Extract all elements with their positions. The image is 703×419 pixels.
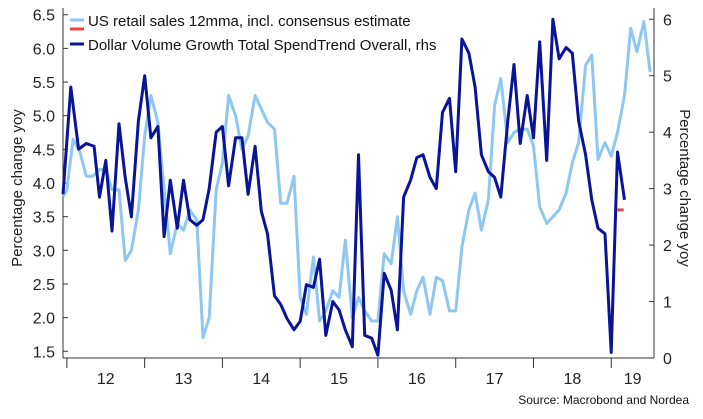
source-note: Source: Macrobond and Nordea xyxy=(518,393,689,407)
y-right-tick-label: 6 xyxy=(663,12,672,29)
y-left-tick-label: 1.5 xyxy=(33,344,55,361)
y-left-tick-label: 2.5 xyxy=(33,277,55,294)
legend: US retail sales 12mma, incl. consensus e… xyxy=(70,13,437,54)
x-tick-label: 14 xyxy=(252,371,270,388)
y-left-tick-label: 6.5 xyxy=(33,8,55,25)
axis-layer: 6.5 6.0 5.5 5.0 4.5 4.0 3.5 3.0 2.5 2.0 1.5 6 5 4 3 2 1 0… xyxy=(33,8,672,388)
legend-label-retail: US retail sales 12mma, incl. consensus e… xyxy=(88,13,411,30)
x-tick-label: 13 xyxy=(175,371,193,388)
legend-label-spend: Dollar Volume Growth Total SpendTrend Ov… xyxy=(88,37,437,54)
y-right-tick-label: 2 xyxy=(663,238,672,255)
y-left-tick-label: 5.0 xyxy=(33,109,55,126)
x-tick-label: 12 xyxy=(97,371,115,388)
y-left-tick-label: 5.5 xyxy=(33,75,55,92)
y-left-tick-label: 3.5 xyxy=(33,210,55,227)
y-left-tick-label: 2.0 xyxy=(33,311,55,328)
y-left-tick-label: 4.0 xyxy=(33,176,55,193)
y-left-axis-label: Percentage change yoy xyxy=(9,109,26,267)
x-tick-label: 18 xyxy=(563,371,581,388)
y-left-tick-label: 3.0 xyxy=(33,243,55,260)
series-layer xyxy=(61,17,652,357)
x-tick-label: 16 xyxy=(408,371,426,388)
y-right-tick-label: 4 xyxy=(663,125,672,142)
y-right-tick-label: 0 xyxy=(663,351,672,368)
x-tick-label: 19 xyxy=(624,371,642,388)
y-right-tick-label: 3 xyxy=(663,182,672,199)
y-right-tick-label: 1 xyxy=(663,295,672,312)
series-line-spendtrend xyxy=(61,17,626,357)
x-tick-label: 17 xyxy=(486,371,504,388)
y-left-tick-label: 4.5 xyxy=(33,142,55,159)
y-right-tick-label: 5 xyxy=(663,69,672,86)
y-left-tick-label: 6.0 xyxy=(33,41,55,58)
x-tick-label: 15 xyxy=(330,371,348,388)
y-right-axis-label: Percentage change yoy xyxy=(676,109,693,267)
